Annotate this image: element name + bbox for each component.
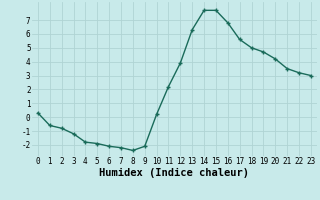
X-axis label: Humidex (Indice chaleur): Humidex (Indice chaleur) xyxy=(100,168,249,178)
